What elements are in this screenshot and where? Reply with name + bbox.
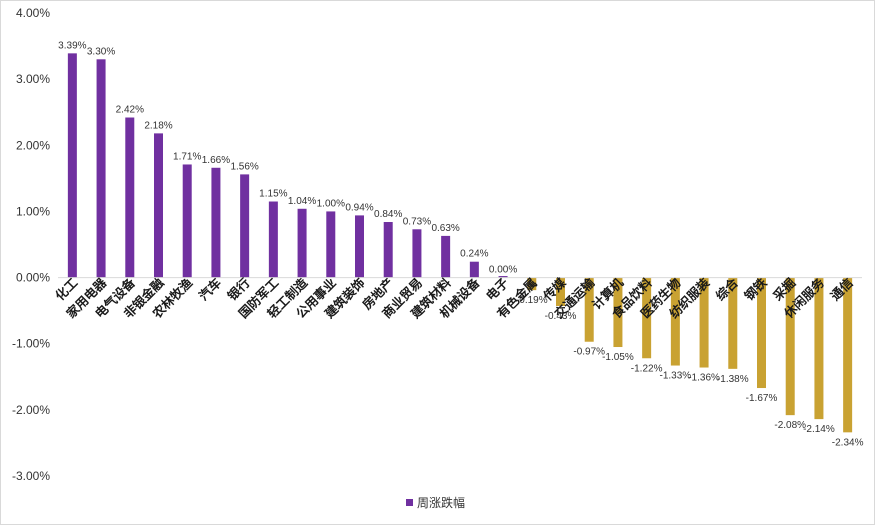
legend: 周涨跌幅 (406, 495, 465, 510)
bars (67, 53, 853, 433)
bar (584, 277, 594, 342)
bar (412, 229, 422, 278)
data-label: 1.15% (259, 189, 287, 200)
bar (67, 53, 77, 278)
data-label: 2.18% (144, 120, 172, 131)
bar (154, 133, 163, 278)
data-label: 1.71% (173, 151, 201, 162)
data-label: -0.19% (516, 295, 548, 306)
data-label: -1.05% (602, 352, 634, 363)
data-label: 0.00% (489, 265, 517, 276)
data-label: 0.73% (403, 216, 431, 227)
data-label: -0.43% (545, 311, 577, 322)
data-label: -1.33% (660, 371, 692, 382)
bar (182, 164, 192, 278)
data-label: 1.66% (202, 155, 230, 166)
bar (699, 277, 709, 368)
y-tick-label: -1.00% (12, 337, 50, 351)
bar (527, 277, 537, 291)
bar (96, 59, 106, 278)
y-tick-label: -2.00% (12, 403, 50, 417)
bar (728, 277, 738, 369)
bar (642, 277, 652, 359)
data-label: -1.67% (746, 393, 778, 404)
bar (125, 117, 135, 278)
bar (326, 211, 336, 278)
data-label: 3.39% (58, 40, 86, 51)
y-axis-ticks: 4.00% 3.00% 2.00% 1.00% 0.00% -1.00% -2.00% -3.… (12, 6, 50, 483)
data-label: 1.00% (317, 198, 345, 209)
bar (498, 276, 508, 278)
bar (211, 167, 221, 278)
data-label: -1.22% (631, 363, 663, 374)
data-label: 0.24% (460, 249, 488, 260)
legend-swatch (406, 499, 413, 506)
legend-label: 周涨跌幅 (417, 495, 465, 510)
bar (383, 222, 393, 278)
data-label: -2.34% (832, 437, 864, 448)
bar (556, 277, 565, 307)
y-tick-label: -3.00% (12, 469, 50, 483)
bar (240, 174, 250, 278)
bar (670, 277, 680, 366)
bar (757, 277, 766, 389)
bar (785, 277, 795, 416)
bar (355, 215, 364, 278)
data-label: 2.42% (116, 105, 144, 116)
y-tick-label: 4.00% (16, 6, 50, 20)
bar (441, 235, 451, 278)
bar (469, 261, 479, 278)
data-label: -1.38% (717, 374, 749, 385)
bar (814, 277, 824, 420)
bar (297, 208, 307, 278)
bar (268, 201, 278, 278)
data-label: -1.36% (688, 373, 720, 384)
data-label: -0.97% (573, 347, 605, 358)
data-label: -2.08% (774, 420, 806, 431)
data-label: -2.14% (803, 424, 835, 435)
data-labels: 3.39%3.30% 2.42%2.18% 1.71% 1.66%1.56% 1.15%… (58, 40, 863, 448)
y-tick-label: 1.00% (16, 204, 50, 218)
data-label: 1.04% (288, 196, 316, 207)
y-tick-label: 0.00% (16, 271, 50, 285)
bar (613, 277, 623, 348)
data-label: 0.63% (431, 223, 459, 234)
data-label: 0.94% (345, 202, 373, 213)
y-tick-label: 2.00% (16, 138, 50, 152)
data-label: 0.84% (374, 209, 402, 220)
bar (843, 277, 853, 433)
data-label: 3.30% (87, 46, 115, 57)
y-tick-label: 3.00% (16, 72, 50, 86)
data-label: 1.56% (230, 161, 258, 172)
